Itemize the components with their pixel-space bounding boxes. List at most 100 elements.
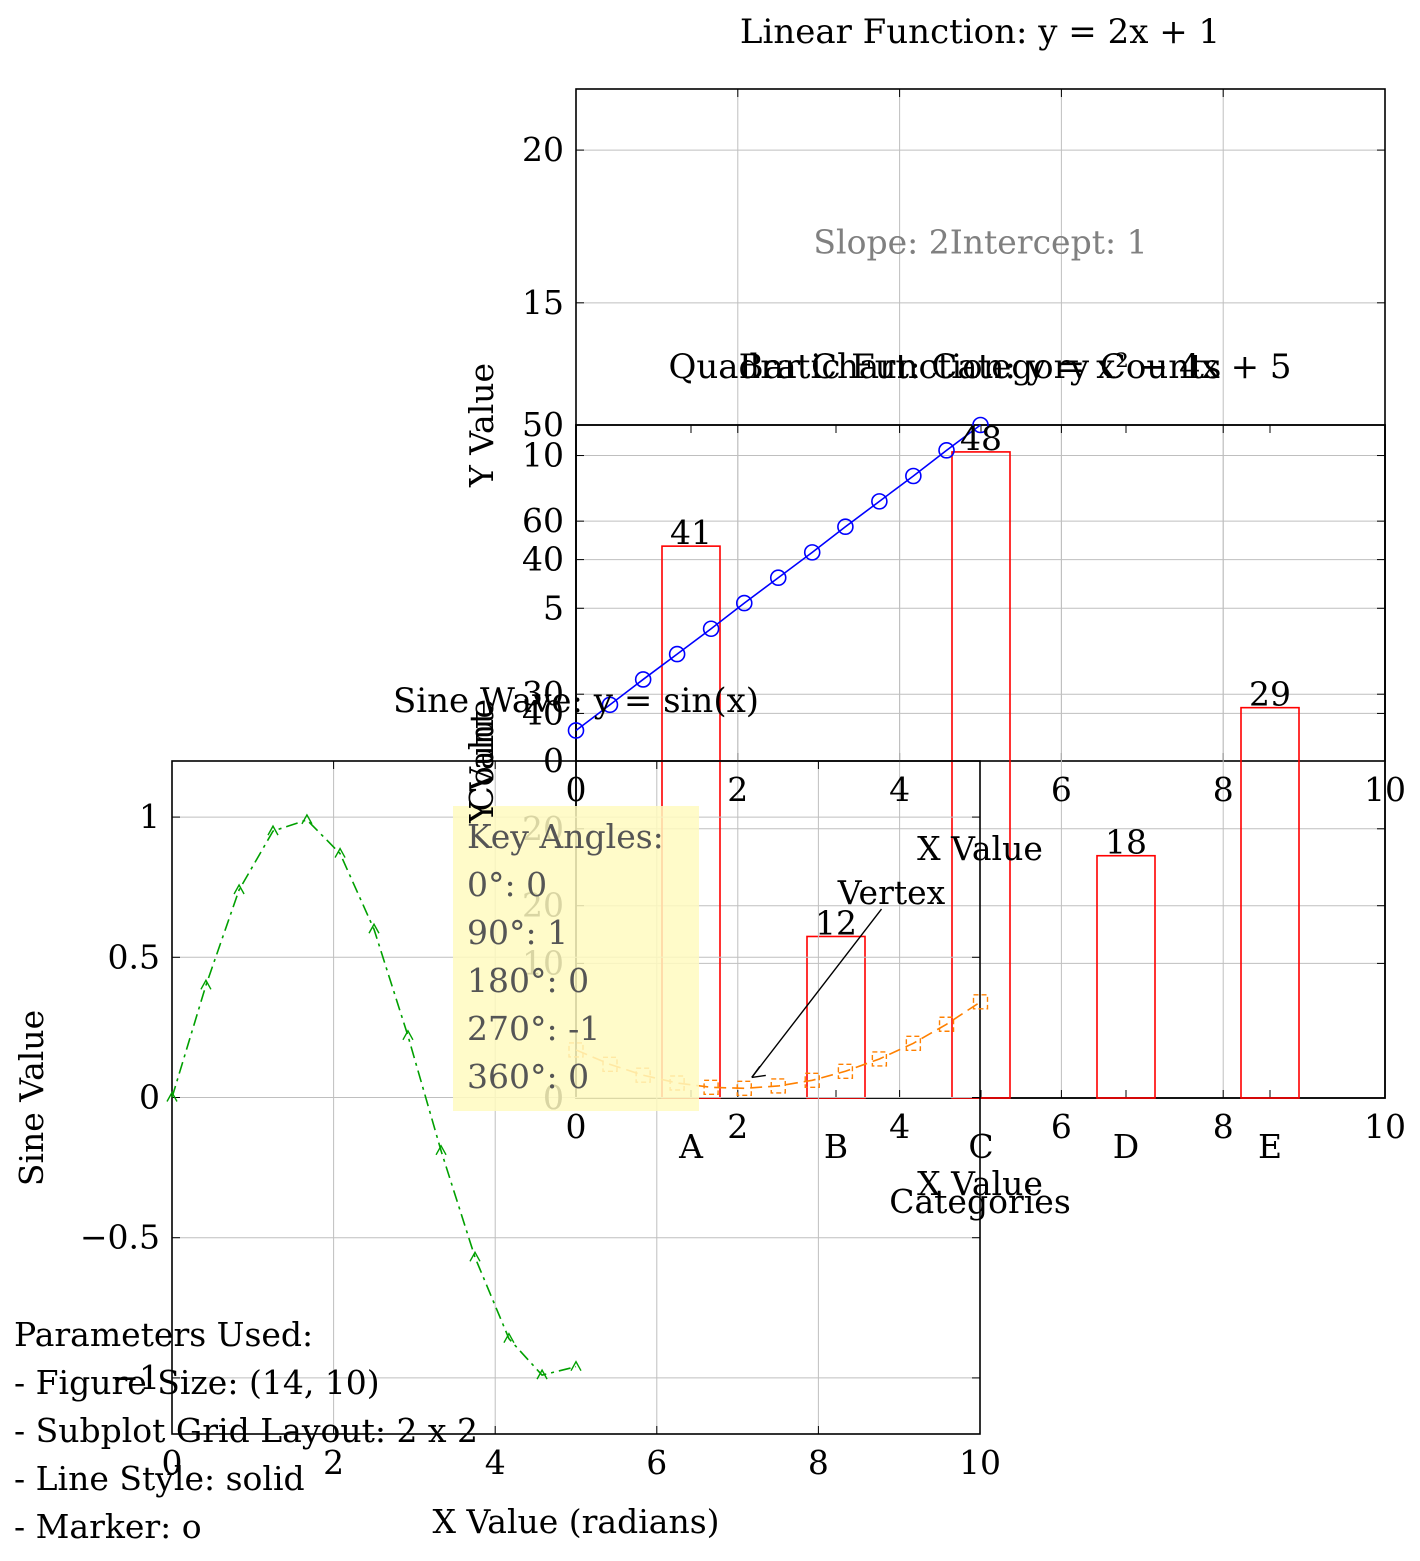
key-angles-line: 360°: 0 [467,1057,589,1096]
quadratic-xlabel: X Value [917,1164,1043,1203]
bar-category-label: A [678,1127,704,1166]
linear-data-point [803,544,821,561]
sine-xtick-label: 4 [485,1443,506,1482]
sine-data-point [469,1250,481,1262]
sine-title: Sine Wave: y = sin(x) [393,681,759,721]
linear-data-point [871,493,888,510]
bar-xlabel: Categories [889,1182,1071,1221]
bar-E [1240,706,1300,1099]
quadratic-xtick-label: 4 [889,1107,910,1146]
quadratic-data-point [736,1080,752,1096]
quadratic-data-point [770,1078,786,1094]
linear-data-point [905,467,922,485]
bar-ytick-label: 40 [522,540,564,579]
linear-xtick-label: 10 [1364,770,1406,809]
bar-data-label: 18 [1105,823,1147,862]
quadratic-data-point [905,1035,922,1051]
bar-data-label: 41 [670,513,712,552]
sine-data-point [334,847,346,858]
quadratic-series-line [575,1001,981,1090]
linear-data-point [601,696,619,714]
parameters-line: - Figure Size: (14, 10) [14,1363,380,1402]
bar-title: Bar Chart: Category Counts [739,347,1222,387]
sine-data-point [536,1368,548,1380]
quadratic-xtick-label: 0 [566,1107,587,1146]
linear-xlabel: X Value [917,829,1043,868]
sine-data-point [301,813,313,825]
key-angles-line: 180°: 0 [467,961,589,1000]
sine-data-point [368,922,380,934]
quadratic-data-point [703,1079,719,1096]
linear-ytick-label: 10 [522,436,564,475]
sine-ytick-label: 1 [139,797,160,836]
linear-series-line [575,424,981,732]
parameters-line: - Line Style: solid [14,1459,305,1498]
bar-category-label: D [1113,1127,1139,1166]
sine-data-point [402,1029,414,1041]
quadratic-xtick-label: 2 [727,1107,748,1146]
linear-title: Linear Function: y = 2x + 1 [740,12,1220,52]
linear-xtick-label: 6 [1051,770,1072,809]
vertex-arrow-head [751,1065,766,1079]
sine-ytick-label: 0.5 [108,937,160,976]
linear-ytick-label: 0 [543,741,564,780]
bar-data-label: 12 [815,903,857,942]
linear-data-point [938,442,955,459]
bar-data-label: 48 [960,419,1002,458]
linear-data-point [634,671,652,688]
linear-data-point [769,569,787,587]
sine-xlabel: X Value (radians) [432,1502,719,1541]
bar-ytick-label: 30 [522,674,564,713]
linear-xtick-label: 2 [727,770,748,809]
sine-xtick-label: 8 [808,1443,829,1482]
sine-xtick-label: 2 [323,1443,344,1482]
linear-data-point [837,518,854,536]
sine-ylabel: Sine Value [12,1010,51,1186]
sine-ytick-label: 0 [139,1078,160,1117]
sine-data-point [200,978,212,990]
quadratic-data-point [972,994,989,1010]
linear-data-point [567,722,585,739]
quadratic-title: Quadratic Function: y = x² − 4x + 5 [668,347,1291,387]
linear-data-point [702,620,720,638]
quadratic-ylabel: Y Value [462,699,501,824]
linear-data-point [735,594,753,612]
bar-ytick-label: 50 [522,405,564,444]
sine-ytick-label: −1 [111,1358,160,1397]
quadratic-data-point [871,1051,888,1067]
quadratic-data-point [837,1063,854,1079]
sine-xtick-label: 10 [959,1443,1001,1482]
quadratic-xtick-label: 6 [1051,1107,1072,1146]
quadratic-xtick-label: 8 [1213,1107,1234,1146]
parameters-line: - Marker: o [14,1507,202,1546]
sine-data-point [233,883,245,895]
sine-xtick-label: 0 [162,1443,183,1482]
key-angles-line: 0°: 0 [467,865,547,904]
parameters-line: - Subplot Grid Layout: 2 x 2 [14,1411,478,1450]
linear-xtick-label: 4 [889,770,910,809]
bar-category-label: B [824,1127,848,1166]
quadratic-data-point [938,1016,955,1032]
linear-ytick-label: 5 [543,588,564,627]
quadratic-ytick-label: 60 [522,501,564,540]
linear-xtick-label: 0 [566,770,587,809]
linear-annotation: Slope: 2Intercept: 1 [813,223,1147,262]
bar-category-label: C [968,1127,993,1166]
bar-D [1096,854,1156,1099]
bar-data-label: 29 [1249,675,1291,714]
bar-ylabel: Count [462,711,501,812]
key-angles-box [453,806,699,1111]
linear-data-point [972,416,989,434]
quadratic-ytick-label: 40 [522,693,564,732]
vertex-arrow-line [751,908,883,1078]
sine-ytick-label: −0.5 [80,1218,160,1257]
sine-data-point [503,1332,515,1343]
linear-ylabel: Y Value [462,363,501,488]
key-angles-line: 270°: -1 [467,1009,600,1048]
key-angles-line: Key Angles: [467,817,664,856]
quadratic-xtick-label: 10 [1364,1107,1406,1146]
quadratic-data-point [804,1072,820,1089]
bar-category-label: E [1258,1127,1282,1166]
sine-data-point [166,1091,178,1102]
